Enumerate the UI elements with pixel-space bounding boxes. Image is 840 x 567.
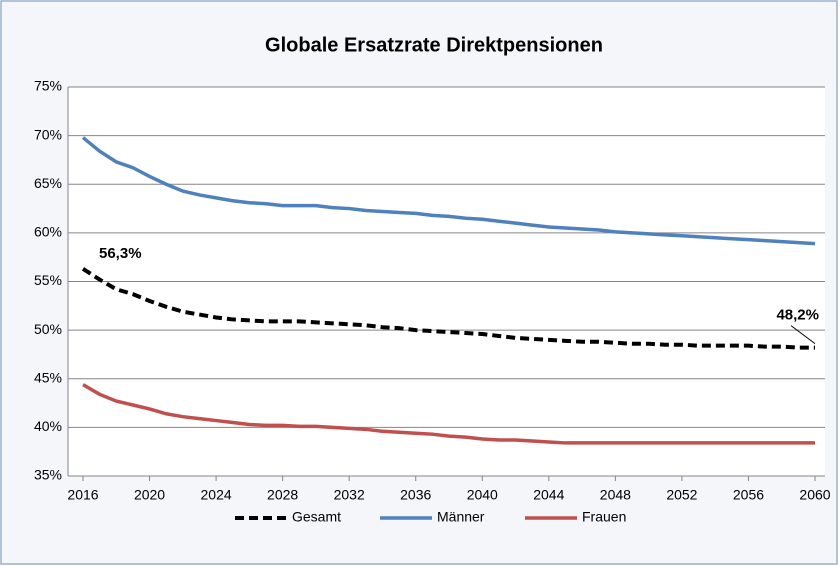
x-tick-label: 2060: [799, 487, 830, 503]
x-tick-label: 2036: [400, 487, 431, 503]
y-tick-label: 65%: [34, 175, 62, 191]
y-tick-label: 60%: [34, 224, 62, 240]
series-line: [81, 267, 815, 350]
series-line: [82, 383, 815, 445]
legend-label: Gesamt: [292, 509, 341, 525]
x-tick-label: 2048: [600, 487, 631, 503]
y-tick-label: 75%: [34, 78, 62, 94]
y-tick-label: 40%: [34, 418, 62, 434]
x-tick-label: 2044: [533, 487, 564, 503]
x-tick-label: 2052: [666, 487, 697, 503]
legend-label: Frauen: [582, 509, 626, 525]
y-tick-label: 55%: [34, 272, 62, 288]
leader-line: [790, 325, 816, 345]
x-tick-label: 2028: [267, 487, 298, 503]
legend-label: Männer: [437, 509, 485, 525]
y-tick-label: 35%: [34, 467, 62, 483]
x-tick-label: 2032: [334, 487, 365, 503]
x-tick-label: 2016: [67, 487, 98, 503]
chart-title: Globale Ersatzrate Direktpensionen: [265, 34, 603, 56]
x-tick-label: 2020: [134, 487, 165, 503]
x-tick-label: 2024: [201, 487, 232, 503]
y-tick-label: 45%: [34, 369, 62, 385]
x-tick-label: 2040: [467, 487, 498, 503]
data-label: 56,3%: [99, 245, 142, 262]
y-tick-label: 50%: [34, 321, 62, 337]
series-line: [81, 136, 816, 246]
data-label: 48,2%: [776, 307, 819, 324]
x-tick-label: 2056: [733, 487, 764, 503]
y-tick-label: 70%: [34, 126, 62, 142]
